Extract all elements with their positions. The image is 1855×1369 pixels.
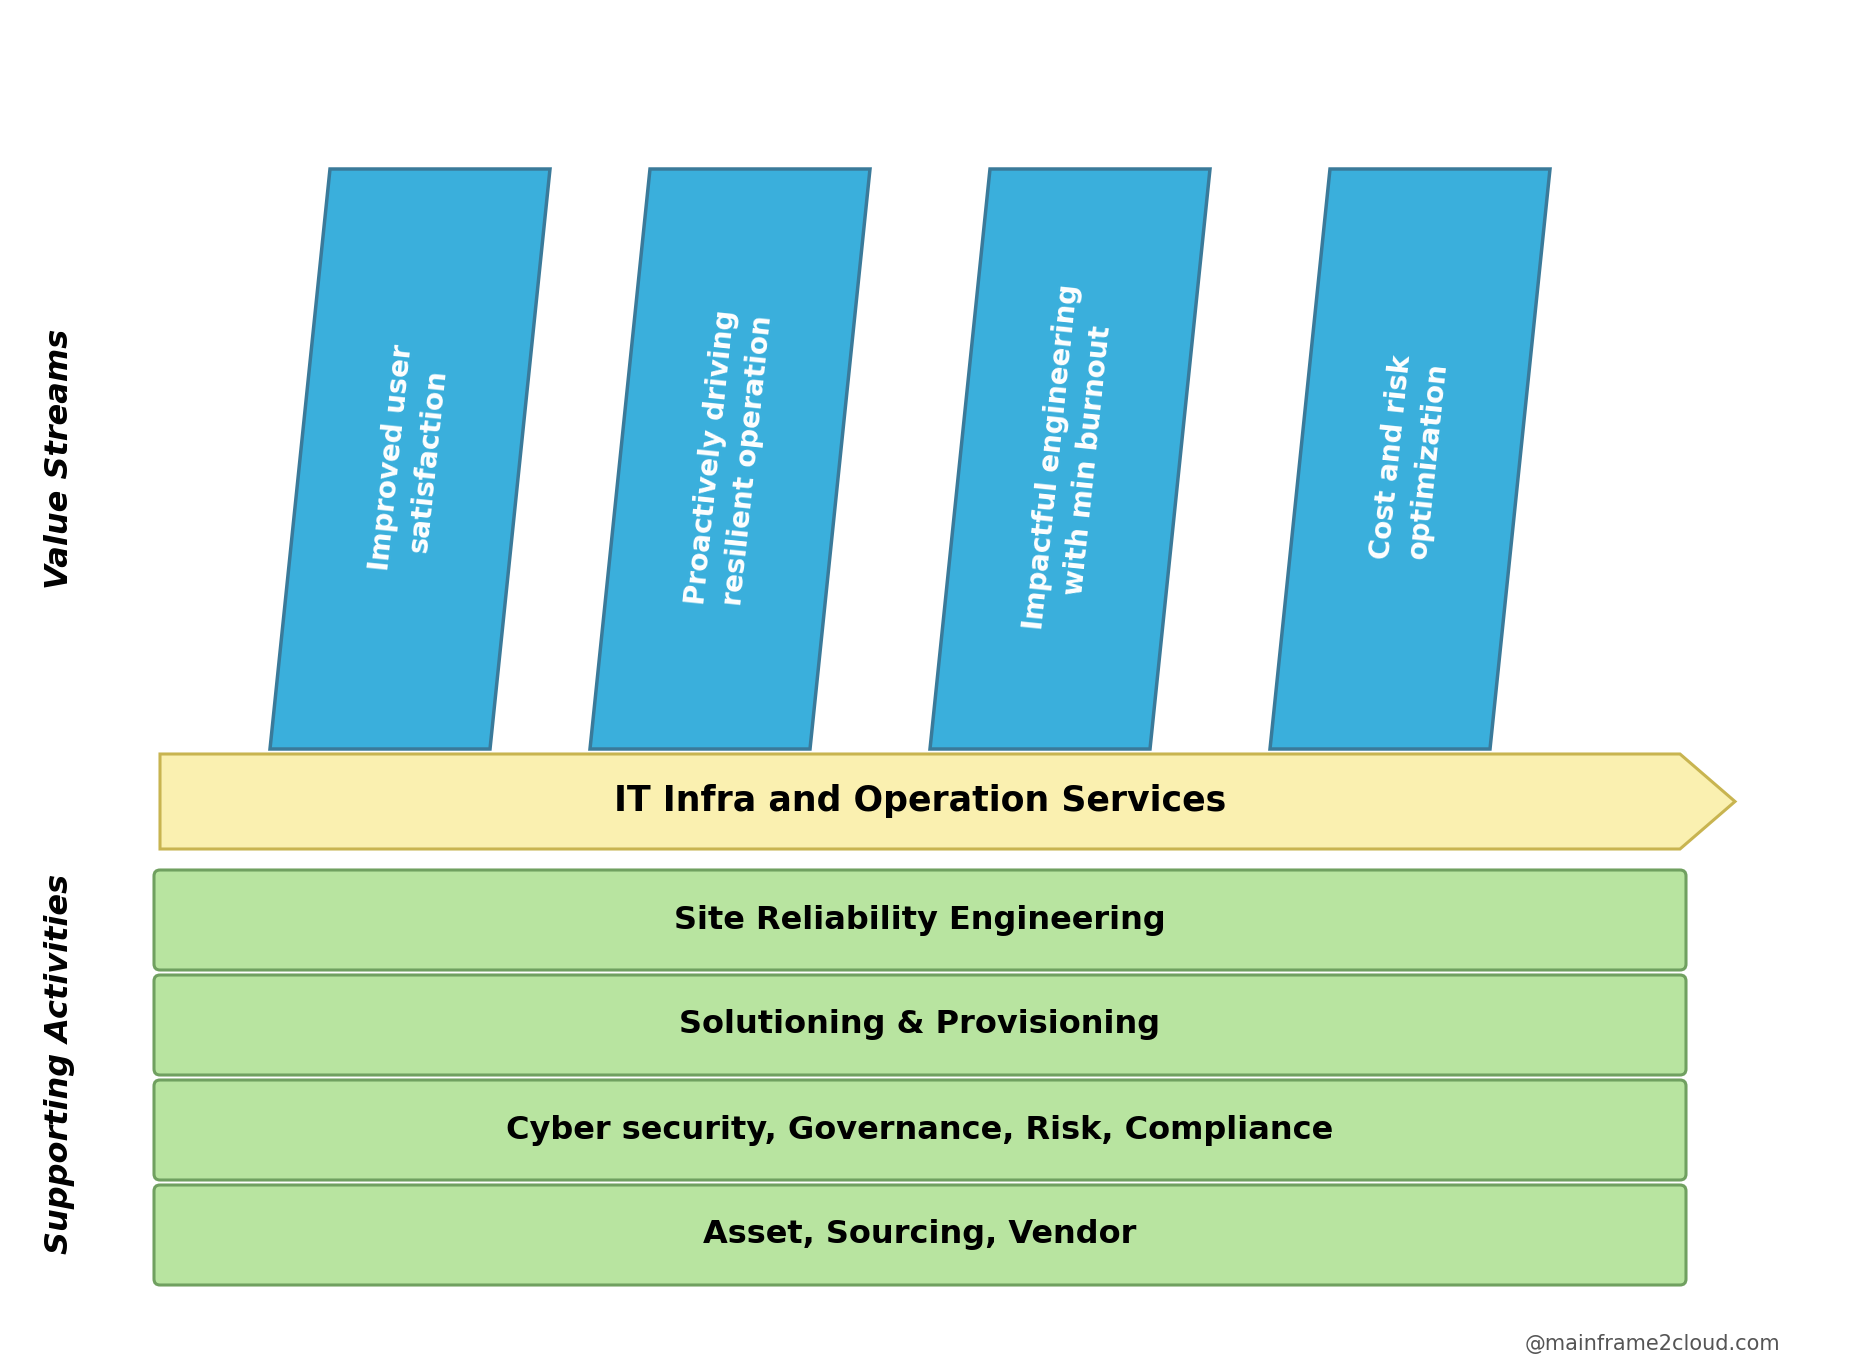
FancyBboxPatch shape (154, 871, 1684, 971)
Text: Supporting Activities: Supporting Activities (45, 873, 76, 1254)
Text: Cyber security, Governance, Risk, Compliance: Cyber security, Governance, Risk, Compli… (506, 1114, 1334, 1146)
Text: Asset, Sourcing, Vendor: Asset, Sourcing, Vendor (703, 1220, 1135, 1250)
Polygon shape (590, 168, 870, 749)
Text: @mainframe2cloud.com: @mainframe2cloud.com (1523, 1333, 1779, 1354)
Text: Site Reliability Engineering: Site Reliability Engineering (673, 905, 1165, 935)
Polygon shape (1269, 168, 1549, 749)
Text: Impactful engineering
with min burnout: Impactful engineering with min burnout (1020, 283, 1119, 635)
Polygon shape (160, 754, 1734, 849)
Text: Proactively driving
resilient operation: Proactively driving resilient operation (683, 308, 777, 609)
FancyBboxPatch shape (154, 975, 1684, 1075)
FancyBboxPatch shape (154, 1080, 1684, 1180)
Text: Improved user
satisfaction: Improved user satisfaction (365, 342, 454, 575)
Text: Cost and risk
optimization: Cost and risk optimization (1367, 353, 1452, 564)
Text: Solutioning & Provisioning: Solutioning & Provisioning (679, 1009, 1159, 1040)
FancyBboxPatch shape (154, 1186, 1684, 1285)
Polygon shape (929, 168, 1209, 749)
Text: Value Streams: Value Streams (45, 329, 76, 589)
Text: IT Infra and Operation Services: IT Infra and Operation Services (614, 784, 1226, 819)
Polygon shape (269, 168, 549, 749)
